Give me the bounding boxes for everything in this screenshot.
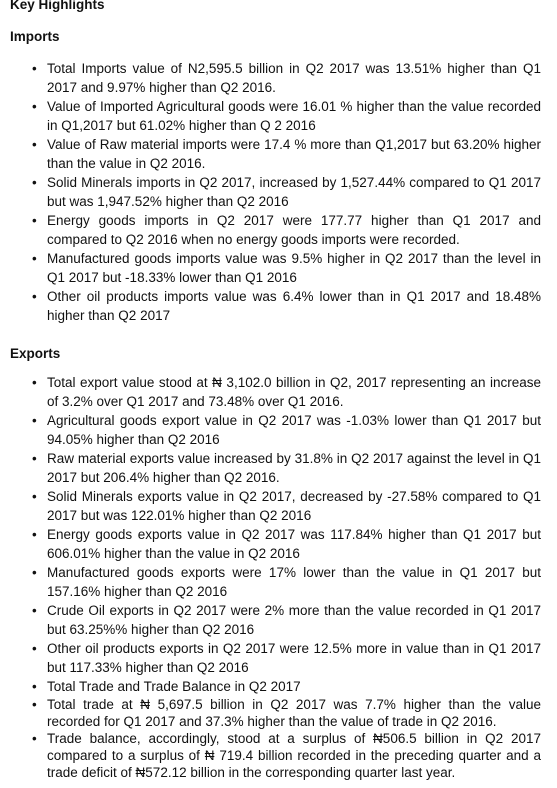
page-title: Key Highlights bbox=[10, 0, 105, 12]
bullet-item: Value of Raw material imports were 17.4 … bbox=[32, 135, 541, 173]
bullet-item: Raw material exports value increased by … bbox=[32, 449, 541, 487]
bullet-item: Other oil products imports value was 6.4… bbox=[32, 287, 541, 325]
bullet-item: Other oil products exports in Q2 2017 we… bbox=[32, 639, 541, 677]
bullet-item: Manufactured goods imports value was 9.5… bbox=[32, 249, 541, 287]
bullet-item: Energy goods exports value in Q2 2017 wa… bbox=[32, 525, 541, 563]
section: Exports Total export value stood at ₦ 3,1… bbox=[0, 346, 557, 781]
bullet-item: Value of Imported Agricultural goods wer… bbox=[32, 97, 541, 135]
section-heading: Imports bbox=[10, 29, 60, 44]
bullet-item: Trade balance, accordingly, stood at a s… bbox=[32, 730, 541, 781]
section-heading: Exports bbox=[10, 346, 61, 361]
bullet-list: Total Imports value of N2,595.5 billion … bbox=[0, 59, 557, 325]
bullet-item: Manufactured goods exports were 17% lowe… bbox=[32, 563, 541, 601]
bullet-item: Energy goods imports in Q2 2017 were 177… bbox=[32, 211, 541, 249]
bullet-item: Crude Oil exports in Q2 2017 were 2% mor… bbox=[32, 601, 541, 639]
bullet-item: Agricultural goods export value in Q2 20… bbox=[32, 411, 541, 449]
bullet-item: Total Trade and Trade Balance in Q2 2017 bbox=[32, 677, 541, 696]
bullet-list: Total export value stood at ₦ 3,102.0 bi… bbox=[0, 373, 557, 781]
section: Imports Total Imports value of N2,595.5 b… bbox=[0, 29, 557, 325]
bullet-item: Total trade at ₦ 5,697.5 billion in Q2 2… bbox=[32, 696, 541, 730]
bullet-item: Solid Minerals exports value in Q2 2017,… bbox=[32, 487, 541, 525]
bullet-item: Total Imports value of N2,595.5 billion … bbox=[32, 59, 541, 97]
bullet-item: Solid Minerals imports in Q2 2017, incre… bbox=[32, 173, 541, 211]
bullet-item: Total export value stood at ₦ 3,102.0 bi… bbox=[32, 373, 541, 411]
